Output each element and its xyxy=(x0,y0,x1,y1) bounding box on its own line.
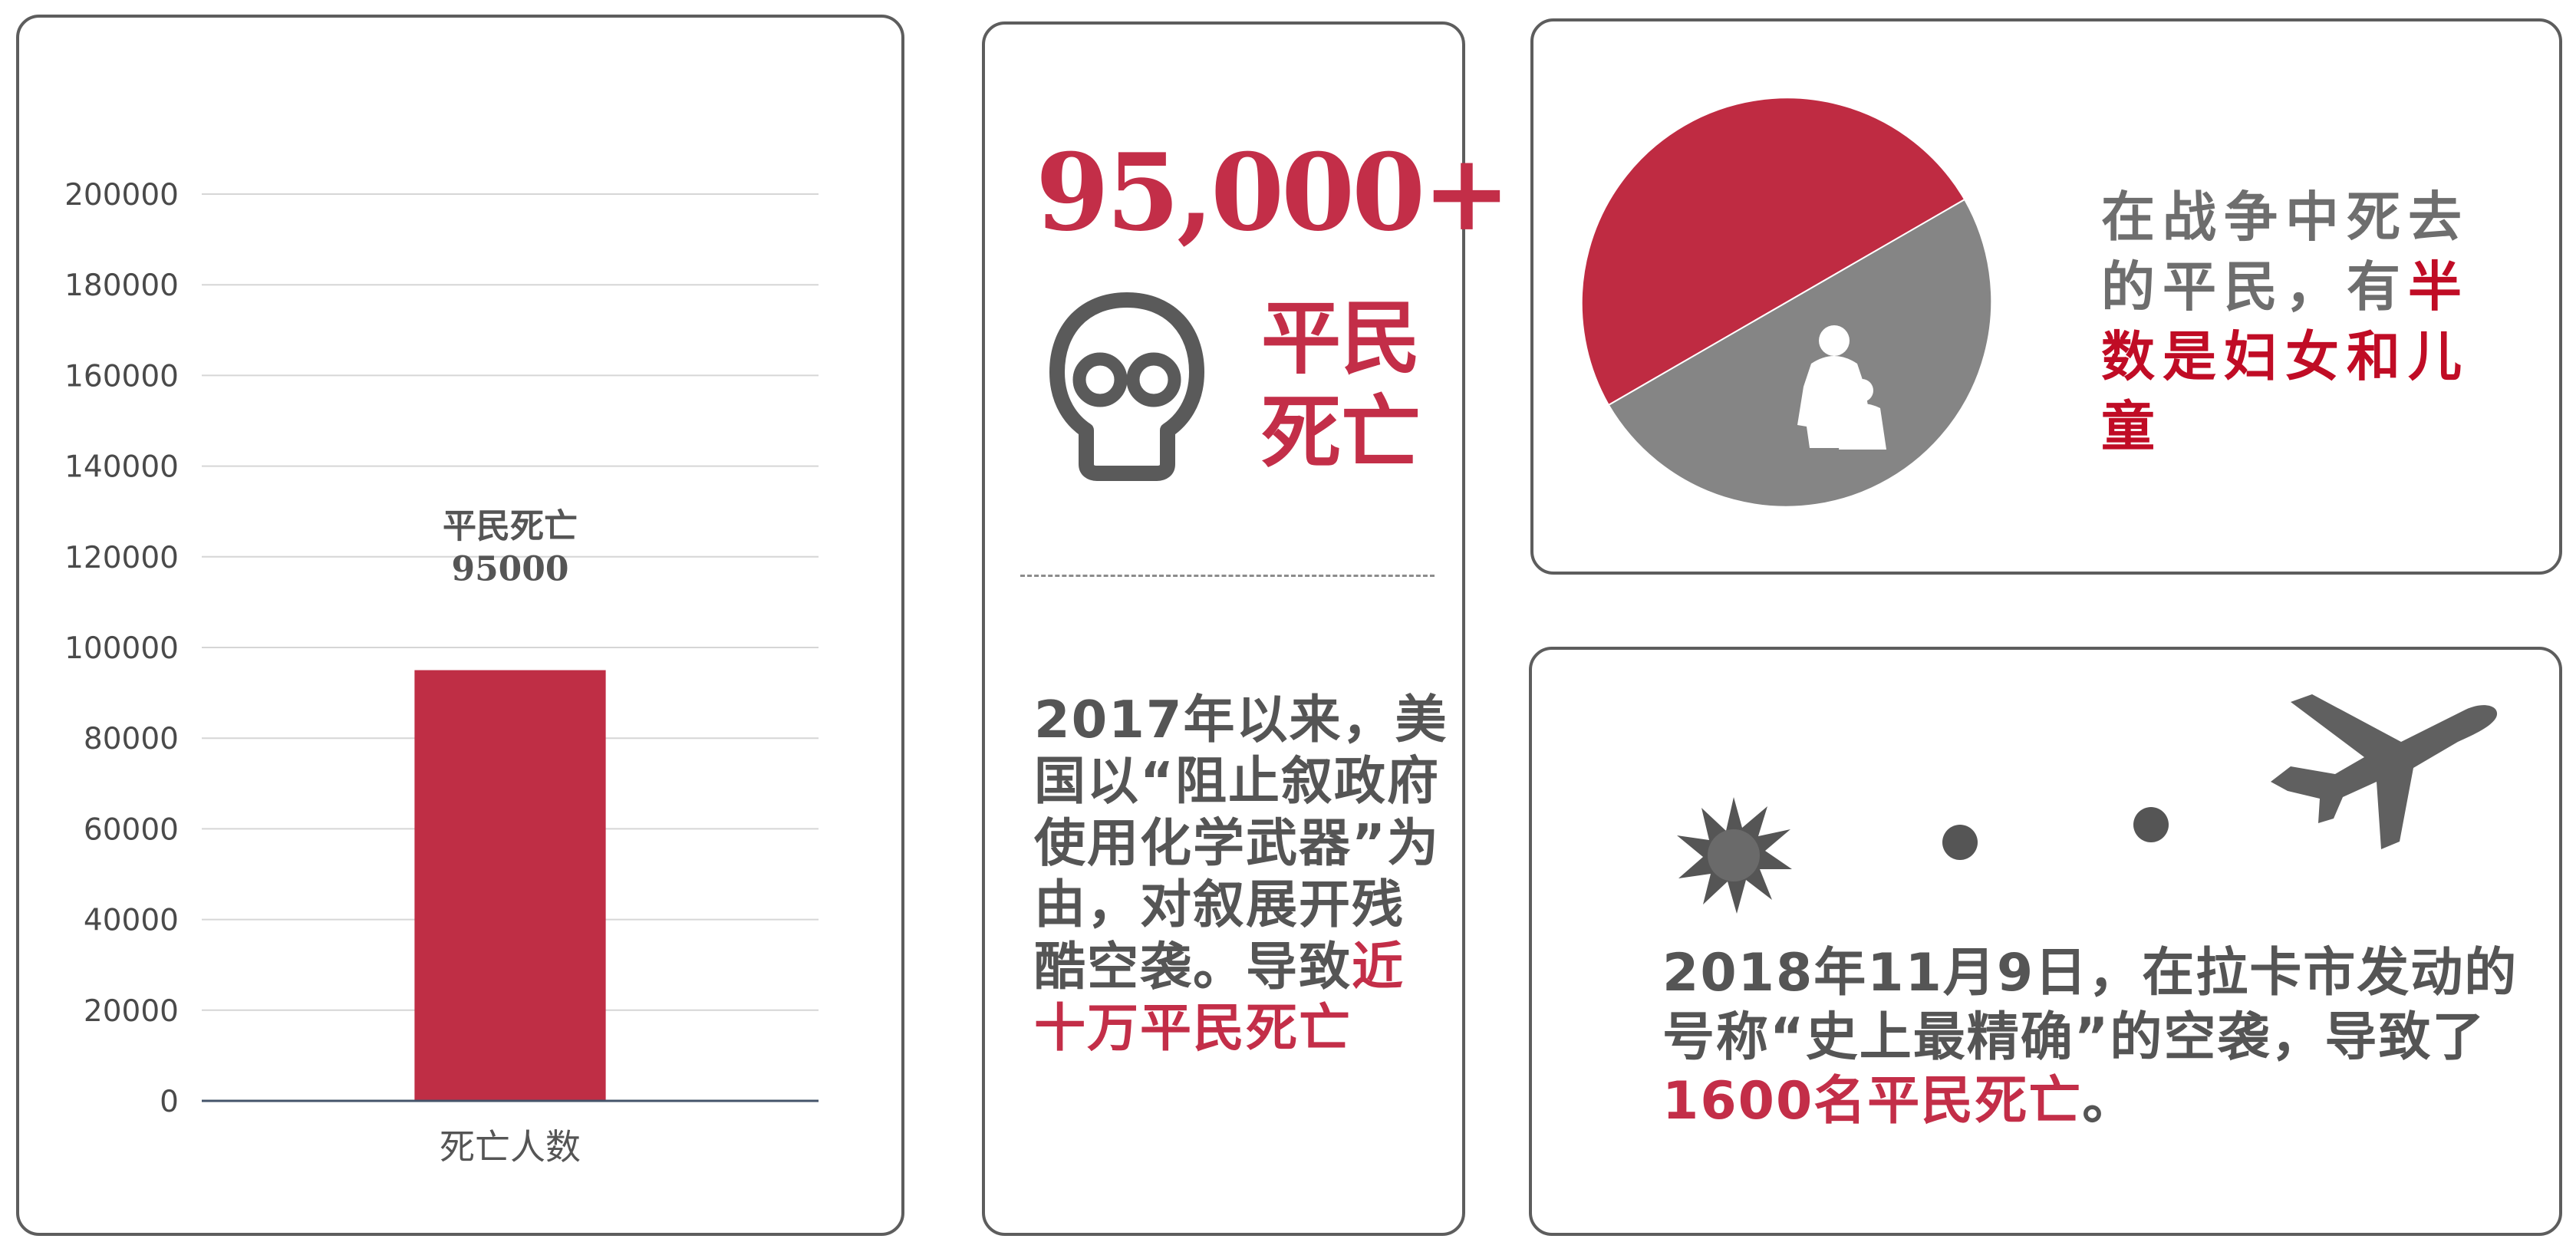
pie-caption: 在战争中死去的平民，有半数是妇女和儿童 xyxy=(2101,183,2500,462)
y-tick-label: 0 xyxy=(160,1085,179,1119)
stats-card: 95,000+ 平民死亡 2017年以来，美国以“阻止叙政府使用化学武器”为由，… xyxy=(982,21,1511,1236)
pie-caption-text: 在战争中死去的平民，有 xyxy=(2101,186,2469,318)
y-tick-label: 80000 xyxy=(84,722,179,756)
pie-caption-highlight: 半数是妇女和儿童 xyxy=(2101,255,2469,458)
y-tick-label: 40000 xyxy=(84,904,179,938)
paragraph-text: 2017年以来，美国以“阻止叙政府使用化学武器”为由，对叙展开残酷空袭。导致 xyxy=(1034,690,1448,997)
pie-slice xyxy=(1580,97,1966,407)
x-tick-label: 死亡人数 xyxy=(440,1126,581,1168)
y-tick-label: 100000 xyxy=(64,631,179,666)
pie-chart xyxy=(1580,97,1993,508)
y-tick-label: 60000 xyxy=(84,812,179,847)
y-tick-label: 120000 xyxy=(64,541,179,575)
divider xyxy=(1020,575,1435,577)
trail-dot-icon xyxy=(2133,807,2169,842)
trail-dot-icon xyxy=(1942,825,1978,860)
pie-slice xyxy=(1607,198,1993,508)
data-label-series: 平民死亡 xyxy=(443,507,578,546)
mother-child-icon xyxy=(1797,325,1886,450)
explosion-icon xyxy=(1677,797,1792,914)
strike-text: 2018年11月9日，在拉卡市发动的号称“史上最精确”的空袭，导致了 xyxy=(1662,943,2518,1068)
bar-chart: 0 20000 40000 60000 80000 100000 120000 140000 1… xyxy=(64,178,819,1168)
strike-tail: 。 xyxy=(2082,1071,2136,1132)
paragraph-highlight: 近十万平民死亡 xyxy=(1034,936,1405,1058)
strike-highlight: 1600名平民死亡 xyxy=(1662,1071,2083,1132)
y-tick-label: 140000 xyxy=(64,450,179,485)
y-tick-label: 160000 xyxy=(64,359,179,394)
pie-card: 在战争中死去的平民，有半数是妇女和儿童 xyxy=(1530,18,2562,575)
strike-card: 2018年11月9日，在拉卡市发动的号称“史上最精确”的空袭，导致了1600名平… xyxy=(1529,647,2562,1236)
y-tick-label: 20000 xyxy=(84,994,179,1029)
airplane-icon xyxy=(2271,694,2498,849)
bar xyxy=(414,670,606,1101)
y-tick-label: 200000 xyxy=(64,178,179,213)
strike-paragraph: 2018年11月9日，在拉卡市发动的号称“史上最精确”的空袭，导致了1600名平… xyxy=(1662,941,2537,1134)
y-tick-label: 180000 xyxy=(64,269,179,303)
data-label-value: 95000 xyxy=(451,550,568,589)
civilian-death-count: 95,000+ xyxy=(1036,130,1511,255)
airstrike-paragraph: 2017年以来，美国以“阻止叙政府使用化学武器”为由，对叙展开残酷空袭。导致近十… xyxy=(1034,689,1452,1059)
chart-card: 0 20000 40000 60000 80000 100000 120000 140000 1… xyxy=(16,15,904,1236)
skull-icon xyxy=(1049,292,1204,481)
civilian-death-label: 平民死亡 xyxy=(1261,292,1421,479)
